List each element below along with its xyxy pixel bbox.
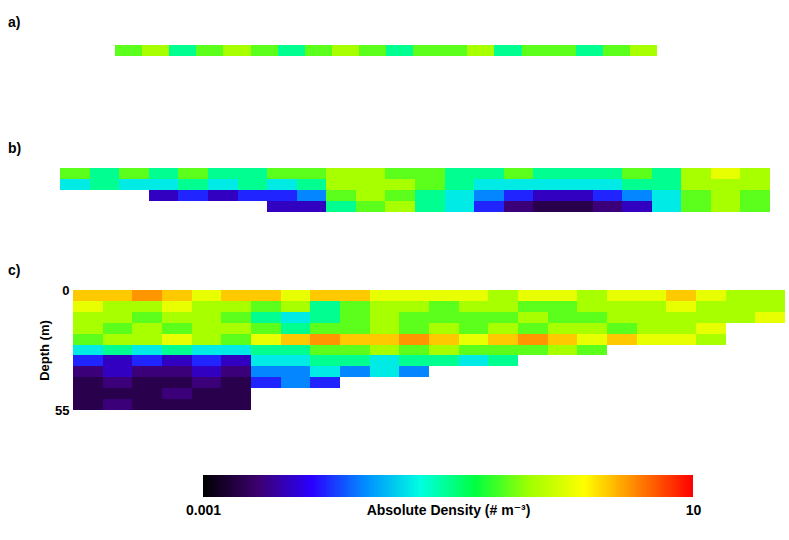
html-text:a): a)	[8, 14, 21, 30]
svg-text:0: 0	[62, 283, 69, 298]
svg-text:10: 10	[686, 502, 702, 518]
html-text:b): b)	[8, 140, 22, 156]
svg-text:Depth (m): Depth (m)	[37, 320, 52, 381]
svg-text:0.001: 0.001	[186, 502, 221, 518]
html-text:c): c)	[8, 262, 21, 278]
svg-text:55: 55	[55, 403, 69, 418]
svg-text:Absolute Density (# m⁻³): Absolute Density (# m⁻³)	[367, 502, 531, 518]
